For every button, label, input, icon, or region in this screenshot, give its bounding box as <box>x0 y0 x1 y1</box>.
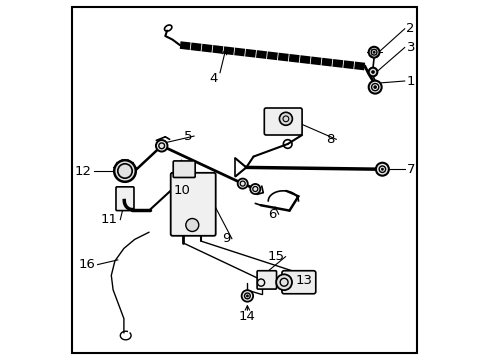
Text: 5: 5 <box>183 130 192 143</box>
Circle shape <box>246 295 248 297</box>
Circle shape <box>156 140 167 152</box>
FancyBboxPatch shape <box>282 271 315 294</box>
Circle shape <box>373 86 376 89</box>
FancyBboxPatch shape <box>264 108 302 135</box>
Text: 7: 7 <box>406 163 414 176</box>
Circle shape <box>276 274 291 290</box>
Text: 8: 8 <box>325 133 334 146</box>
Circle shape <box>241 290 253 302</box>
Circle shape <box>381 168 383 170</box>
Text: 14: 14 <box>239 310 255 323</box>
Circle shape <box>368 47 379 58</box>
Text: 4: 4 <box>209 72 218 85</box>
Text: 12: 12 <box>75 165 92 177</box>
FancyBboxPatch shape <box>173 161 195 177</box>
Circle shape <box>279 112 292 125</box>
Circle shape <box>114 160 136 182</box>
Circle shape <box>375 163 388 176</box>
Text: 15: 15 <box>266 250 284 263</box>
Circle shape <box>237 179 247 189</box>
Text: 9: 9 <box>221 232 230 245</box>
Text: 1: 1 <box>406 75 414 87</box>
Text: 13: 13 <box>295 274 312 287</box>
FancyBboxPatch shape <box>257 271 276 289</box>
Text: 10: 10 <box>173 184 190 197</box>
Circle shape <box>185 219 199 231</box>
Circle shape <box>250 184 260 194</box>
FancyBboxPatch shape <box>170 173 215 236</box>
Circle shape <box>368 68 377 76</box>
FancyBboxPatch shape <box>116 187 134 211</box>
Circle shape <box>371 71 374 73</box>
Text: 3: 3 <box>406 41 414 54</box>
Text: 11: 11 <box>101 213 118 226</box>
Circle shape <box>368 81 381 94</box>
Text: 16: 16 <box>78 258 95 271</box>
Circle shape <box>372 51 374 53</box>
Text: 2: 2 <box>406 22 414 35</box>
Text: 6: 6 <box>268 208 276 221</box>
